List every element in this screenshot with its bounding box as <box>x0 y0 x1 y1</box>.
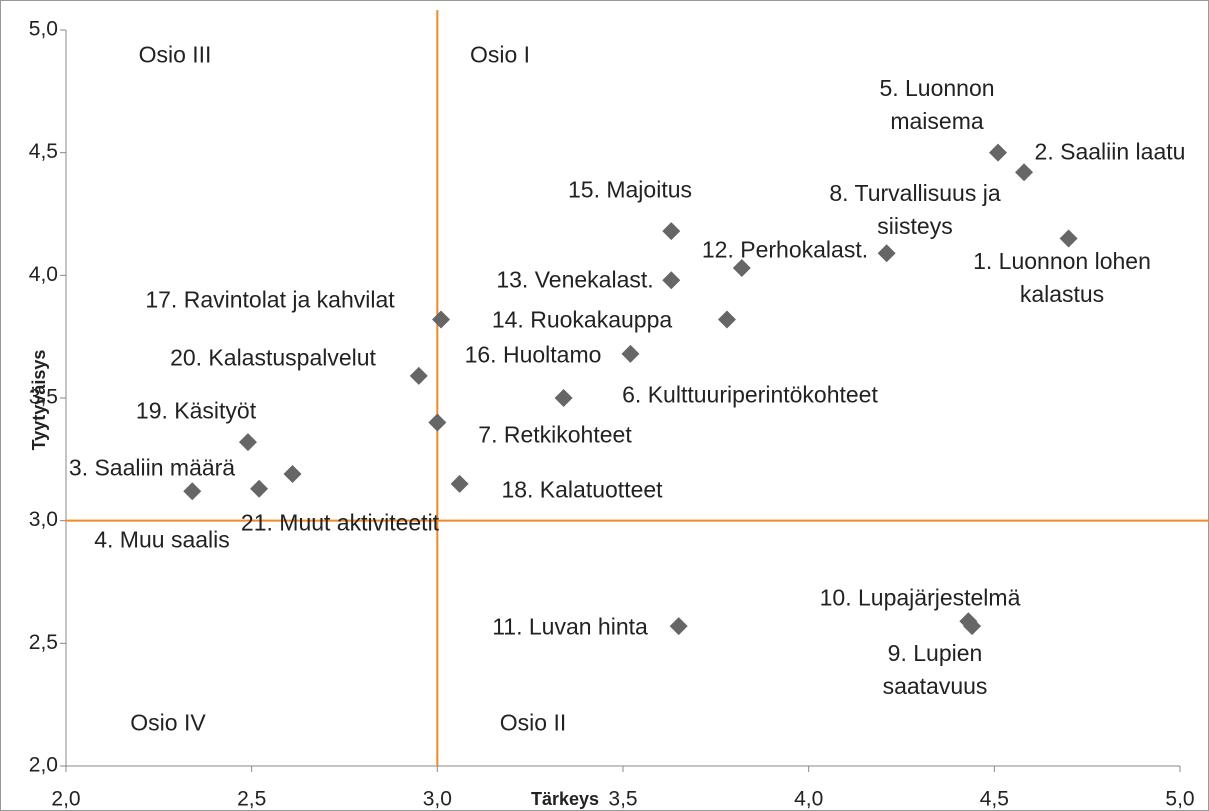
quadrant-label: Osio IV <box>130 709 206 736</box>
point-label: 21. Muut aktiviteetit <box>240 509 440 536</box>
point-label: 9. Lupien saatavuus <box>882 640 988 699</box>
x-tick-label: 5,0 <box>1165 788 1194 811</box>
marker <box>1015 163 1034 182</box>
point-label: 3. Saaliin määrä <box>68 454 236 481</box>
marker <box>283 465 302 484</box>
point-label: 20. Kalastuspalvelut <box>170 344 376 371</box>
point-label: 18. Kalatuotteet <box>501 476 663 503</box>
x-tick-label: 2,5 <box>237 788 266 811</box>
marker <box>409 366 428 385</box>
point-label: 14. Ruokakauppa <box>491 306 673 333</box>
marker <box>877 244 896 263</box>
quadrant-label: Osio I <box>469 41 531 68</box>
point-label: 2. Saaliin laatu <box>1034 138 1186 165</box>
marker <box>428 413 447 432</box>
marker <box>432 310 451 329</box>
marker <box>963 617 982 636</box>
marker <box>717 310 736 329</box>
point-label: 8. Turvallisuus ja siisteys <box>829 180 1001 239</box>
marker <box>1059 229 1078 248</box>
y-axis-label: Tyytyväisys <box>29 350 49 451</box>
marker <box>669 617 688 636</box>
x-tick-label: 4,5 <box>980 788 1009 811</box>
point-label: 15. Majoitus <box>567 176 693 203</box>
point-label: 7. Retkikohteet <box>478 421 632 448</box>
point-label: 19. Käsityöt <box>135 397 257 424</box>
marker <box>662 271 681 290</box>
point-label: 5. Luonnon maisema <box>879 75 995 134</box>
point-label: 12. Perhokalast. <box>701 236 869 263</box>
x-tick-label: 3,0 <box>423 788 452 811</box>
marker <box>554 389 573 407</box>
x-tick-label: 3,5 <box>608 788 637 811</box>
y-tick-label: 2,5 <box>29 631 58 654</box>
y-tick-label: 4,0 <box>29 263 58 286</box>
marker <box>238 433 257 452</box>
marker <box>732 258 751 277</box>
point-label: 13. Venekalast. <box>496 266 654 293</box>
quadrant-label: Osio II <box>499 709 567 736</box>
y-tick-label: 4,5 <box>29 140 58 163</box>
point-label: 6. Kulttuuriperintökohteet <box>622 381 878 408</box>
marker <box>662 222 681 241</box>
y-tick-label: 5,0 <box>29 18 58 41</box>
point-label: 11. Luvan hinta <box>492 613 648 640</box>
marker <box>989 143 1008 162</box>
point-label: 1. Luonnon lohen kalastus <box>973 248 1151 307</box>
quadrant-label: Osio III <box>138 41 212 68</box>
point-label: 17. Ravintolat ja kahvilat <box>145 286 395 313</box>
x-axis-label: Tärkeys <box>531 789 599 809</box>
marker <box>621 344 640 363</box>
y-tick-label: 2,0 <box>29 754 58 777</box>
point-label: 16. Huoltamo <box>464 341 602 368</box>
marker <box>250 479 269 498</box>
x-tick-label: 2,0 <box>51 788 80 811</box>
marker <box>183 482 202 501</box>
point-label: 4. Muu saalis <box>94 526 230 553</box>
y-tick-label: 3,5 <box>29 386 58 409</box>
marker <box>450 474 469 493</box>
y-tick-label: 3,0 <box>29 508 58 531</box>
x-tick-label: 4,0 <box>794 788 823 811</box>
point-label: 10. Lupajärjestelmä <box>819 584 1021 611</box>
